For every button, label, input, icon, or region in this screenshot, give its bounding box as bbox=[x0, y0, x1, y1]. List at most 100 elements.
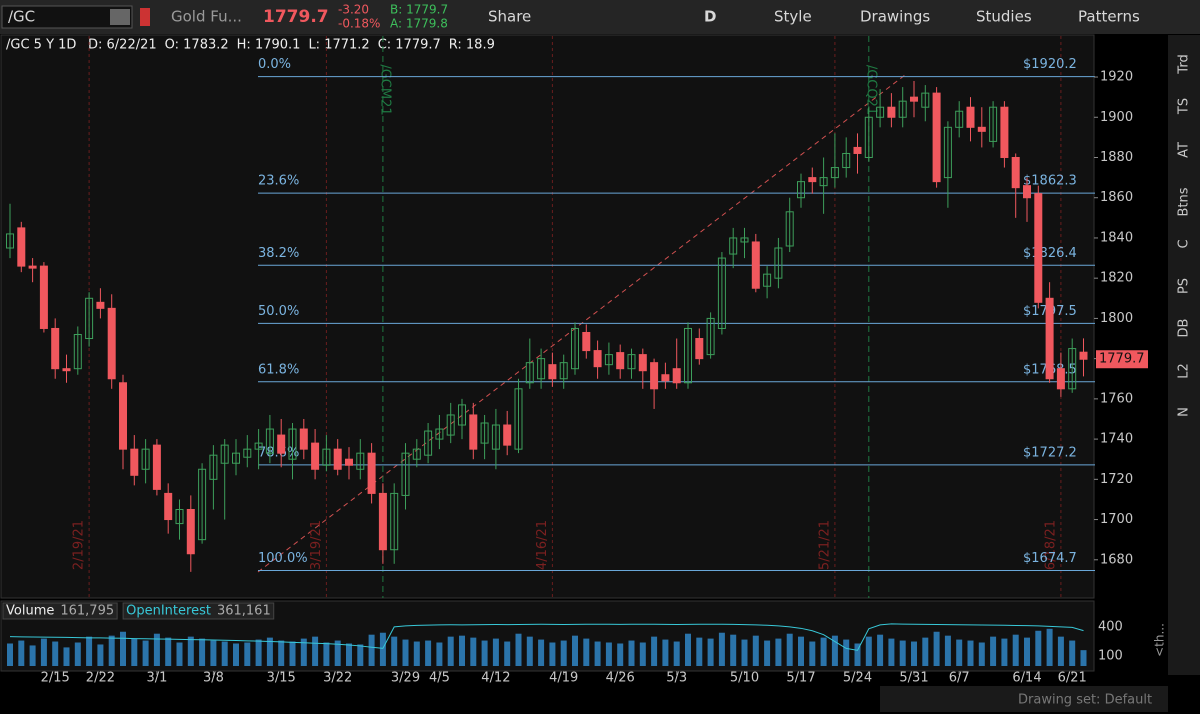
candle-body bbox=[593, 350, 602, 368]
sidebar-tab[interactable]: TS bbox=[1177, 98, 1192, 115]
x-tick-label: 5/3 bbox=[666, 671, 687, 686]
volume-bar bbox=[899, 640, 906, 666]
candle-body bbox=[706, 317, 715, 356]
candle-body bbox=[152, 444, 161, 490]
x-tick-label: 5/10 bbox=[730, 671, 759, 686]
candle-body bbox=[277, 434, 286, 454]
volume-bar bbox=[153, 633, 160, 666]
volume-bar bbox=[944, 635, 951, 666]
x-tick-label: 3/22 bbox=[323, 671, 352, 686]
legend-box bbox=[2, 602, 118, 620]
volume-bar bbox=[459, 635, 465, 666]
volume-bar bbox=[605, 642, 612, 666]
candle-body bbox=[1000, 106, 1009, 158]
y-tick-label: 1880 bbox=[1100, 150, 1133, 165]
volume-bar bbox=[967, 640, 974, 666]
date-marker-label: 3/19/21 bbox=[309, 520, 324, 570]
x-tick-label: 3/1 bbox=[146, 671, 167, 686]
candle-body bbox=[751, 241, 760, 289]
volume-bar bbox=[40, 638, 47, 666]
sidebar-tab[interactable]: L2 bbox=[1177, 363, 1192, 379]
candle-body bbox=[401, 452, 410, 496]
volume-bar bbox=[120, 631, 126, 666]
aggregation[interactable]: D bbox=[704, 8, 716, 26]
volume-bar bbox=[809, 641, 816, 666]
volume-bar bbox=[266, 637, 273, 666]
x-tick-label: 6/14 bbox=[1012, 671, 1041, 686]
candle-body bbox=[119, 382, 127, 450]
volume-bar bbox=[29, 645, 36, 666]
date-marker-label: 6/18/21 bbox=[1043, 520, 1058, 570]
candle-body bbox=[186, 508, 195, 555]
sidebar-tab[interactable]: DB bbox=[1177, 319, 1192, 338]
candle-body bbox=[198, 468, 207, 541]
volume-bar bbox=[391, 636, 398, 666]
candle-body bbox=[458, 404, 466, 426]
x-tick-label: 4/5 bbox=[429, 671, 450, 686]
sidebar-tab[interactable]: C bbox=[1177, 239, 1192, 248]
candle-body bbox=[932, 92, 941, 183]
symbol: /GC bbox=[8, 8, 35, 26]
candle-body bbox=[424, 430, 433, 456]
candle-body bbox=[943, 126, 952, 179]
candle-body bbox=[989, 106, 998, 142]
volume-bar bbox=[233, 643, 239, 666]
volume-bar bbox=[470, 637, 477, 666]
candle-body bbox=[435, 428, 444, 440]
candle-body bbox=[650, 362, 659, 390]
volume-bar bbox=[289, 641, 296, 666]
y-tick-label: 1860 bbox=[1100, 190, 1133, 205]
candle-body bbox=[1023, 185, 1031, 199]
candle-body bbox=[130, 448, 139, 476]
studies-button[interactable]: Studies bbox=[976, 8, 1032, 26]
sidebar-tab[interactable]: Trd bbox=[1177, 54, 1192, 74]
candle-body bbox=[808, 177, 817, 183]
sidebar-tab[interactable]: AT bbox=[1177, 142, 1192, 158]
share-button[interactable]: Share bbox=[488, 8, 531, 26]
candle-body bbox=[288, 428, 297, 460]
link-tag[interactable] bbox=[140, 8, 150, 26]
contract-marker-label: /GCQ21 bbox=[863, 65, 878, 115]
drawings-button[interactable]: Drawings bbox=[860, 8, 930, 26]
x-tick-label: 2/22 bbox=[86, 671, 115, 686]
sidebar-tab[interactable]: N bbox=[1177, 407, 1192, 417]
drawing-set[interactable]: Drawing set: Default bbox=[1018, 693, 1152, 708]
dropdown[interactable] bbox=[110, 9, 130, 25]
fib-price: $1674.7 bbox=[1023, 551, 1077, 566]
volume-bar bbox=[685, 633, 691, 666]
style-button[interactable]: Style bbox=[774, 8, 812, 26]
candle-body bbox=[390, 492, 399, 551]
candle-body bbox=[469, 414, 478, 450]
sidebar-tab[interactable]: Btns bbox=[1177, 187, 1192, 216]
candle-body bbox=[797, 181, 805, 199]
volume-bar bbox=[515, 633, 522, 666]
fib-price: $1920.2 bbox=[1023, 57, 1077, 72]
candle-body bbox=[96, 301, 105, 309]
volume-bar bbox=[346, 643, 352, 666]
candle-body bbox=[977, 126, 986, 132]
symbol-box[interactable] bbox=[1, 5, 133, 29]
volume-bar bbox=[730, 634, 737, 666]
sidebar-tab[interactable]: PS bbox=[1177, 278, 1192, 294]
fib-price: $1826.4 bbox=[1023, 246, 1077, 261]
volume-bar bbox=[696, 637, 703, 666]
bid: B: 1779.7 bbox=[390, 3, 448, 17]
candle-body bbox=[729, 237, 738, 255]
fib-ratio: 100.0% bbox=[258, 551, 308, 566]
candle-body bbox=[514, 388, 523, 450]
candle-body bbox=[842, 152, 851, 169]
volume-bar bbox=[504, 641, 511, 666]
volume-bar bbox=[752, 635, 759, 666]
candle-body bbox=[39, 265, 48, 329]
patterns-button[interactable]: Patterns bbox=[1078, 8, 1140, 26]
candle-body bbox=[175, 508, 184, 525]
volume-bar bbox=[357, 644, 364, 666]
fib-ratio: 0.0% bbox=[258, 57, 291, 72]
candle-body bbox=[571, 327, 579, 370]
volume-bar bbox=[990, 636, 997, 666]
volume-bar bbox=[933, 631, 940, 666]
x-tick-label: 3/29 bbox=[391, 671, 420, 686]
volume-bar bbox=[583, 638, 590, 666]
fib-ratio: 61.8% bbox=[258, 362, 299, 377]
candle-body bbox=[243, 448, 252, 458]
